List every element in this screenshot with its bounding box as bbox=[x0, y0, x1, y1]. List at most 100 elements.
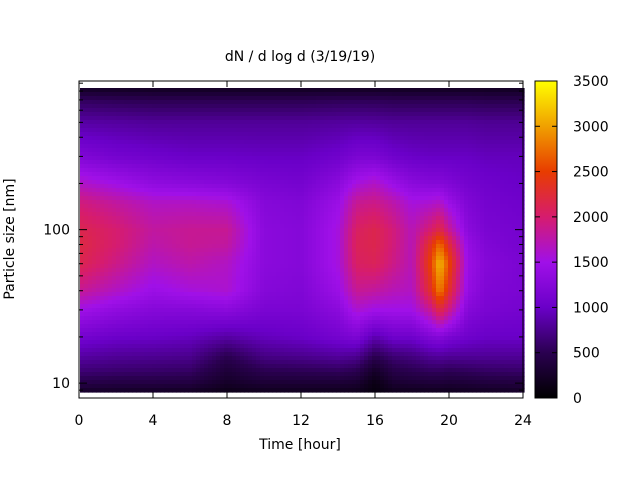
heatmap-cell bbox=[236, 116, 241, 121]
heatmap-cell bbox=[184, 196, 189, 201]
heatmap-cell bbox=[496, 144, 501, 149]
heatmap-cell bbox=[148, 252, 153, 257]
heatmap-cell bbox=[276, 128, 281, 133]
heatmap-cell bbox=[100, 100, 105, 105]
heatmap-cell bbox=[260, 248, 265, 253]
heatmap-cell bbox=[232, 168, 237, 173]
heatmap-cell bbox=[152, 144, 157, 149]
heatmap-cell bbox=[312, 140, 317, 145]
heatmap-cell bbox=[156, 236, 161, 241]
heatmap-cell bbox=[204, 136, 209, 141]
heatmap-cell bbox=[212, 116, 217, 121]
heatmap-cell bbox=[328, 124, 333, 129]
heatmap-cell bbox=[108, 220, 113, 225]
heatmap-cell bbox=[208, 200, 213, 205]
heatmap-cell bbox=[168, 160, 173, 165]
heatmap-cell bbox=[276, 184, 281, 189]
heatmap-cell bbox=[460, 100, 465, 105]
heatmap-cell bbox=[496, 224, 501, 229]
heatmap-cell bbox=[232, 180, 237, 185]
heatmap-cell bbox=[132, 216, 137, 221]
heatmap-cell bbox=[112, 232, 117, 237]
heatmap-cell bbox=[212, 180, 217, 185]
heatmap-cell bbox=[492, 200, 497, 205]
heatmap-cell bbox=[516, 164, 521, 169]
heatmap-cell bbox=[224, 244, 229, 249]
heatmap-cell bbox=[344, 152, 349, 157]
heatmap-cell bbox=[364, 148, 369, 153]
heatmap-cell bbox=[360, 104, 365, 109]
heatmap-cell bbox=[496, 172, 501, 177]
heatmap-cell bbox=[80, 208, 85, 213]
heatmap-cell bbox=[384, 148, 389, 153]
heatmap-cell bbox=[476, 184, 481, 189]
heatmap-cell bbox=[116, 236, 121, 241]
heatmap-cell bbox=[416, 88, 421, 93]
heatmap-cell bbox=[244, 124, 249, 129]
heatmap-cell bbox=[132, 188, 137, 193]
heatmap-cell bbox=[112, 168, 117, 173]
heatmap-cell bbox=[364, 196, 369, 201]
heatmap-cell bbox=[476, 88, 481, 93]
heatmap-cell bbox=[272, 104, 277, 109]
heatmap-cell bbox=[496, 168, 501, 173]
heatmap-cell bbox=[108, 236, 113, 241]
heatmap-cell bbox=[472, 104, 477, 109]
heatmap-cell bbox=[472, 188, 477, 193]
heatmap-cell bbox=[316, 116, 321, 121]
heatmap-cell bbox=[480, 132, 485, 137]
heatmap-cell bbox=[356, 180, 361, 185]
heatmap-cell bbox=[484, 248, 489, 253]
heatmap-cell bbox=[492, 184, 497, 189]
heatmap-cell bbox=[220, 112, 225, 117]
heatmap-cell bbox=[340, 224, 345, 229]
heatmap-cell bbox=[296, 236, 301, 241]
heatmap-cell bbox=[232, 220, 237, 225]
heatmap-cell bbox=[324, 220, 329, 225]
heatmap-cell bbox=[116, 196, 121, 201]
heatmap-cell bbox=[512, 164, 517, 169]
heatmap-cell bbox=[304, 244, 309, 249]
heatmap-cell bbox=[380, 196, 385, 201]
heatmap-cell bbox=[216, 120, 221, 125]
heatmap-cell bbox=[276, 176, 281, 181]
heatmap-cell bbox=[472, 252, 477, 257]
heatmap-cell bbox=[504, 240, 509, 245]
heatmap-cell bbox=[100, 124, 105, 129]
heatmap-cell bbox=[332, 188, 337, 193]
heatmap-cell bbox=[236, 92, 241, 97]
heatmap-cell bbox=[432, 228, 437, 233]
heatmap-cell bbox=[480, 160, 485, 165]
heatmap-cell bbox=[136, 120, 141, 125]
heatmap-cell bbox=[208, 236, 213, 241]
heatmap-cell bbox=[260, 108, 265, 113]
heatmap-cell bbox=[264, 252, 269, 257]
heatmap-cell bbox=[244, 164, 249, 169]
heatmap-cell bbox=[208, 108, 213, 113]
heatmap-cell bbox=[88, 196, 93, 201]
heatmap-cell bbox=[272, 160, 277, 165]
heatmap-cell bbox=[356, 204, 361, 209]
heatmap-cell bbox=[148, 120, 153, 125]
heatmap-cell bbox=[452, 224, 457, 229]
heatmap-cell bbox=[200, 156, 205, 161]
heatmap-cell bbox=[308, 156, 313, 161]
heatmap-cell bbox=[504, 192, 509, 197]
heatmap-cell bbox=[304, 156, 309, 161]
heatmap-cell bbox=[92, 172, 97, 177]
heatmap-cell bbox=[360, 208, 365, 213]
heatmap-cell bbox=[308, 92, 313, 97]
heatmap-cell bbox=[272, 132, 277, 137]
heatmap-cell bbox=[444, 140, 449, 145]
heatmap-cell bbox=[300, 156, 305, 161]
heatmap-cell bbox=[104, 148, 109, 153]
heatmap-cell bbox=[200, 176, 205, 181]
heatmap-cell bbox=[276, 108, 281, 113]
heatmap-cell bbox=[320, 168, 325, 173]
heatmap-cell bbox=[116, 244, 121, 249]
heatmap-cell bbox=[208, 168, 213, 173]
heatmap-cell bbox=[516, 176, 521, 181]
heatmap-cell bbox=[452, 176, 457, 181]
heatmap-cell bbox=[468, 172, 473, 177]
heatmap-cell bbox=[512, 212, 517, 217]
